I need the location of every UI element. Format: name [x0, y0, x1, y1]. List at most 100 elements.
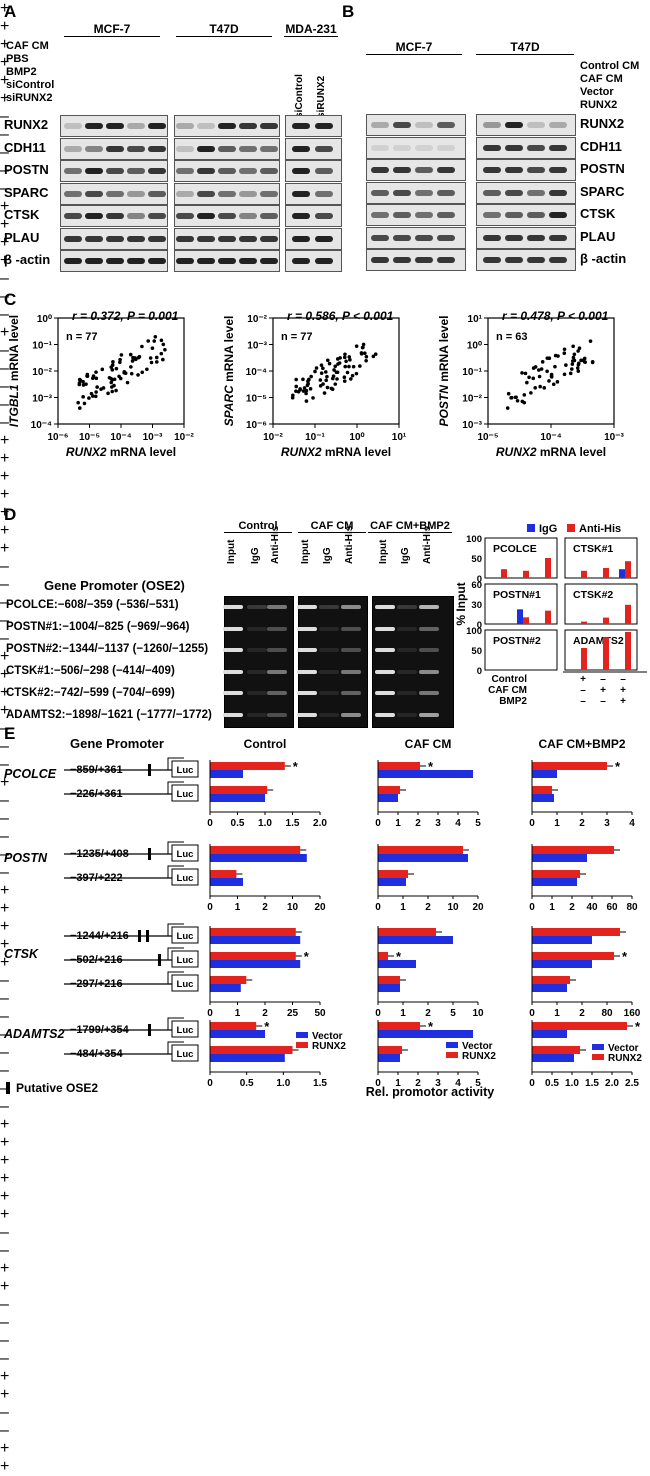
panel-label-e: E	[4, 724, 16, 743]
legend-label-vector: Vector	[608, 1043, 639, 1054]
chip-y-tick: 0	[477, 620, 482, 631]
x-tick-label: 2	[425, 1008, 431, 1019]
data-point	[304, 391, 308, 396]
protein-band	[549, 212, 567, 218]
data-point	[136, 355, 141, 360]
protein-band	[505, 189, 523, 196]
data-point	[527, 375, 531, 380]
treatment-sign: +	[0, 36, 10, 53]
bar-vector	[532, 770, 557, 778]
protein-band	[437, 122, 455, 128]
data-point	[342, 355, 347, 360]
protein-label: CTSK	[4, 207, 40, 222]
protein-band	[127, 258, 145, 264]
gel-band	[419, 691, 439, 695]
x-tick-label: 10	[287, 902, 299, 913]
gel-band	[223, 691, 243, 695]
y-tick-label: 10⁻¹	[462, 367, 482, 378]
protein-band	[315, 258, 333, 264]
panel-label-c: C	[4, 290, 17, 309]
x-tick-label: 40	[586, 902, 598, 913]
chip-y-tick: 30	[471, 600, 482, 611]
luc-box	[171, 760, 199, 778]
treatment-sign: –	[0, 720, 9, 737]
data-point	[332, 368, 336, 372]
blot-strip	[476, 136, 576, 159]
x-tick-label: 10⁻⁴	[540, 432, 561, 443]
gel-band	[397, 712, 417, 717]
protein-band	[127, 190, 145, 197]
data-point	[539, 367, 544, 371]
data-point	[111, 360, 115, 364]
protein-label: RUNX2	[580, 116, 625, 131]
data-point	[161, 357, 165, 362]
bar-runx2	[210, 1046, 293, 1054]
blot-strip	[60, 137, 168, 160]
chip-chart-frame	[564, 537, 638, 579]
x-tick-label: 10⁻³	[604, 432, 624, 443]
blot-strip	[285, 137, 342, 160]
treatment-sign: –	[0, 1224, 9, 1241]
y-gene: POSTN	[438, 385, 451, 427]
bar-vector	[210, 960, 301, 968]
gene-name: PCOLCE	[4, 767, 57, 781]
gel-band	[297, 605, 317, 609]
treatment-sign: –	[0, 162, 9, 179]
bar-vector	[210, 1054, 285, 1062]
x-tick-label: 10	[472, 1008, 484, 1019]
x-tick-label: 1	[400, 902, 406, 913]
gene-name: CTSK	[4, 947, 39, 961]
treatment-sign: +	[0, 1134, 10, 1151]
protein-band	[64, 258, 82, 264]
x-tick-label: 2	[262, 902, 268, 913]
gel-band	[419, 648, 439, 652]
luc-label: Luc	[177, 849, 194, 860]
protein-band	[64, 213, 82, 219]
y-tick-label: 10⁻⁴	[31, 420, 52, 431]
protein-band	[239, 235, 257, 242]
treatment-sign: +	[0, 954, 10, 971]
protein-band	[197, 168, 215, 174]
bar-runx2	[210, 870, 237, 878]
data-point	[77, 377, 82, 382]
data-point	[570, 359, 575, 363]
bar-runx2	[532, 1022, 627, 1030]
treatment-sign: –	[0, 306, 9, 323]
treatment-sign: +	[0, 198, 10, 215]
protein-band	[239, 145, 257, 152]
data-point	[82, 401, 87, 406]
bar-vector	[378, 794, 398, 802]
panel-label-d: D	[4, 505, 17, 524]
chip-y-axis-label: % Input	[455, 582, 468, 625]
x-tick-label: 25	[287, 1008, 299, 1019]
treatment-sign: –	[0, 1026, 9, 1043]
x-tick-label: 0	[207, 1078, 213, 1089]
protein-band	[527, 189, 545, 196]
protein-band	[527, 122, 545, 128]
reporter-assay-figure: Gene Promoter Control CAF CM CAF CM+BMP2 PCO…	[3, 736, 642, 1099]
protein-band	[393, 257, 411, 263]
data-point	[76, 400, 80, 405]
row-label: RUNX2	[580, 99, 618, 111]
treatment-sign: +	[0, 702, 10, 719]
protein-band	[106, 168, 124, 174]
data-point	[562, 372, 567, 377]
data-point	[537, 374, 542, 379]
data-point	[343, 352, 347, 357]
x-tick-label: 0	[375, 1008, 381, 1019]
treatment-sign: +	[0, 72, 10, 89]
protein-band	[127, 168, 145, 174]
luc-box	[171, 974, 199, 992]
blot-strip	[174, 182, 280, 205]
bar-vector	[378, 878, 406, 886]
protein-band	[549, 257, 567, 263]
data-point	[110, 363, 115, 367]
x-tick-label: 10⁻¹	[305, 432, 325, 443]
blot-strip	[60, 250, 168, 272]
blot-strip	[60, 182, 168, 205]
x-tick-label: 1.0	[258, 818, 272, 829]
protein-band	[197, 123, 215, 129]
protein-band	[197, 258, 215, 264]
y-axis-label: POSTN mRNA level	[438, 316, 451, 427]
gel-band	[419, 712, 439, 717]
